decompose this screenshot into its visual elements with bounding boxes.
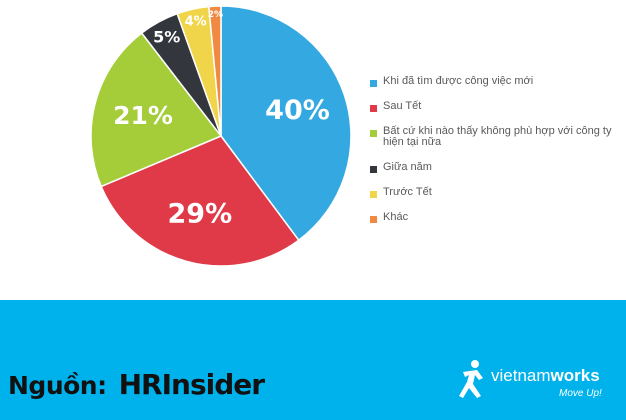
wordmark-bold: works bbox=[550, 366, 600, 385]
runner-icon bbox=[459, 360, 483, 398]
legend-label: Khi đã tìm được công việc mới bbox=[383, 75, 534, 87]
pie-chart: 40% 29% 21% 5% 4% 2% bbox=[90, 5, 352, 267]
wordmark-light: vietnam bbox=[491, 366, 551, 385]
slice-value-label: 2% bbox=[208, 10, 223, 20]
slice-value-label: 40% bbox=[265, 95, 330, 126]
source-credit: Nguồn: HRInsider bbox=[8, 368, 265, 401]
legend-label: Khác bbox=[383, 211, 409, 223]
legend-swatch bbox=[370, 130, 377, 137]
legend-swatch bbox=[370, 166, 377, 173]
vietnamworks-logo: vietnamworks Move Up! bbox=[455, 358, 615, 408]
legend-swatch bbox=[370, 80, 377, 87]
legend-label: Trước Tết bbox=[383, 186, 432, 198]
vietnamworks-tagline: Move Up! bbox=[559, 388, 602, 399]
slice-value-label: 4% bbox=[185, 14, 207, 29]
legend-label: Sau Tết bbox=[383, 100, 422, 112]
slice-value-label: 5% bbox=[153, 27, 180, 46]
legend-item: Khác bbox=[370, 212, 620, 223]
slice-value-label: 21% bbox=[113, 101, 173, 130]
pie-slice bbox=[208, 5, 222, 137]
legend-swatch bbox=[370, 191, 377, 198]
logo-insider-text: Insider bbox=[161, 368, 265, 401]
source-label: Nguồn: bbox=[8, 371, 107, 400]
legend: Khi đã tìm được công việc mới Sau Tết Bất … bbox=[370, 76, 620, 237]
pie-slice bbox=[100, 135, 300, 267]
legend-item: Khi đã tìm được công việc mới bbox=[370, 76, 620, 87]
footer-banner bbox=[0, 300, 626, 420]
legend-item: Giữa năm bbox=[370, 162, 620, 173]
vietnamworks-wordmark: vietnamworks bbox=[491, 366, 600, 386]
legend-label: Giữa năm bbox=[383, 161, 432, 173]
legend-swatch bbox=[370, 216, 377, 223]
pie-slice bbox=[220, 5, 352, 242]
pie-slice bbox=[90, 31, 223, 188]
legend-label: Bất cứ khi nào thấy không phù hợp với cô… bbox=[383, 125, 612, 148]
legend-item: Bất cứ khi nào thấy không phù hợp với cô… bbox=[370, 126, 620, 148]
legend-item: Sau Tết bbox=[370, 101, 620, 112]
legend-item: Trước Tết bbox=[370, 187, 620, 198]
legend-swatch bbox=[370, 105, 377, 112]
slice-value-label: 29% bbox=[168, 198, 233, 229]
chart-area: 40% 29% 21% 5% 4% 2% Khi đã tìm được công việ… bbox=[90, 5, 620, 267]
logo-hr-text: HR bbox=[118, 368, 163, 401]
hr-insider-logo: HRInsider bbox=[118, 368, 265, 401]
